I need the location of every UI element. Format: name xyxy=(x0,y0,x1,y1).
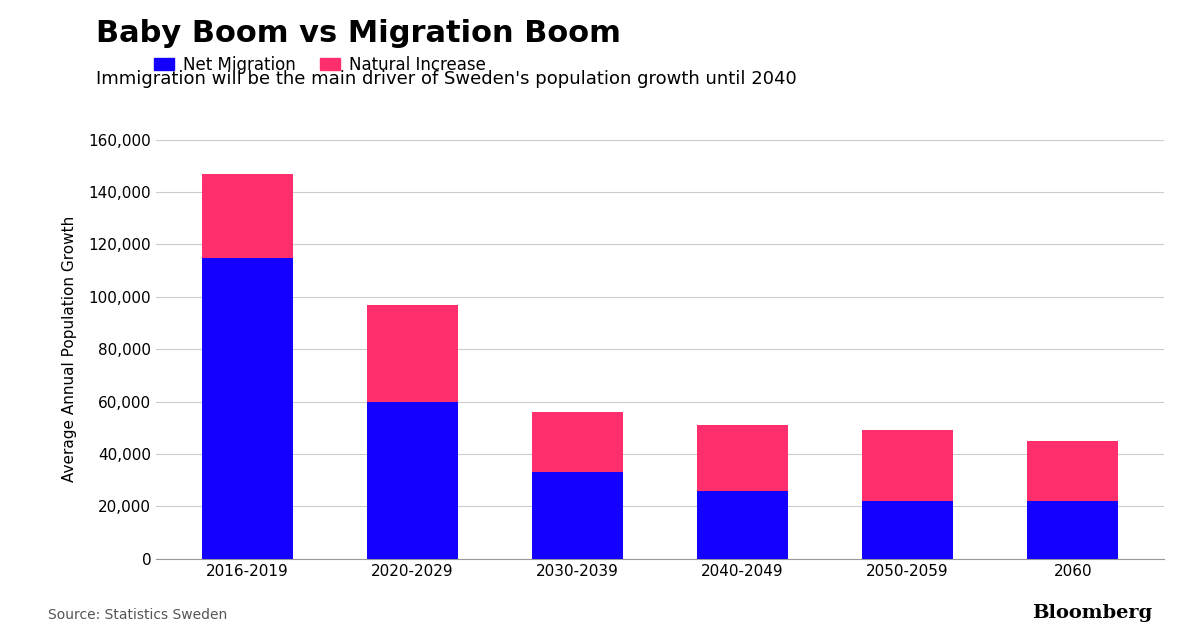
Text: Baby Boom vs Migration Boom: Baby Boom vs Migration Boom xyxy=(96,19,620,48)
Text: Source: Statistics Sweden: Source: Statistics Sweden xyxy=(48,608,227,622)
Y-axis label: Average Annual Population Growth: Average Annual Population Growth xyxy=(62,216,77,483)
Bar xyxy=(367,402,457,559)
Bar xyxy=(863,431,953,501)
Bar xyxy=(367,305,457,402)
Bar xyxy=(697,425,788,491)
Bar xyxy=(697,491,788,559)
Bar xyxy=(1027,501,1118,559)
Bar xyxy=(532,412,623,472)
Text: Immigration will be the main driver of Sweden's population growth until 2040: Immigration will be the main driver of S… xyxy=(96,70,797,88)
Bar xyxy=(863,501,953,559)
Legend: Net Migration, Natural Increase: Net Migration, Natural Increase xyxy=(155,56,486,74)
Text: Bloomberg: Bloomberg xyxy=(1032,605,1152,622)
Bar xyxy=(1027,441,1118,501)
Bar xyxy=(202,174,293,258)
Bar xyxy=(532,472,623,559)
Bar xyxy=(202,258,293,559)
